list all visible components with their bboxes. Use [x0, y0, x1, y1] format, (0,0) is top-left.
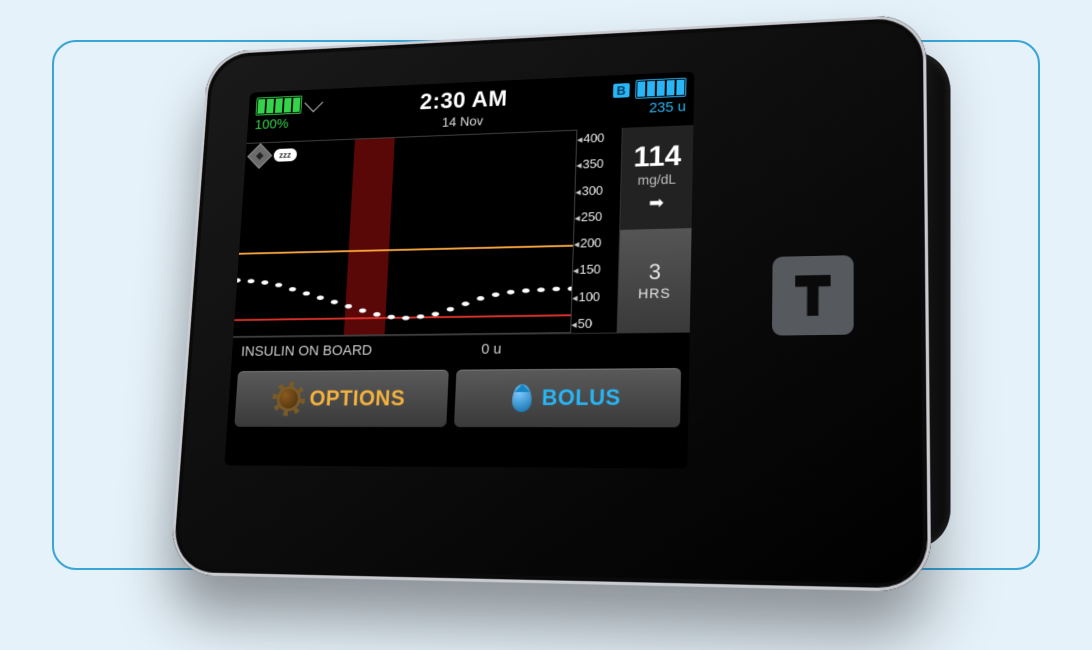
drop-icon — [512, 384, 533, 412]
battery-bars-icon — [255, 96, 302, 116]
cgm-chart-row: zzz 40035030025020015010050 114 mg/dL ➡ — [233, 125, 693, 337]
insulin-on-board-row: INSULIN ON BOARD 0 u — [231, 332, 690, 366]
bolus-button[interactable]: BOLUS — [454, 368, 681, 427]
glucose-unit: mg/dL — [637, 171, 676, 188]
glucose-reading[interactable]: 114 mg/dL ➡ — [620, 125, 693, 228]
reservoir-units: 235 u — [649, 99, 686, 117]
gear-icon — [276, 386, 301, 411]
cgm-chart[interactable]: zzz — [233, 130, 577, 337]
device-body: 100% 2:30 AM 14 Nov B 235 u — [170, 14, 932, 592]
timeframe-value: 3 — [648, 259, 661, 285]
timeframe-unit: HRS — [638, 285, 671, 301]
trend-arrow-icon: ➡ — [649, 192, 664, 213]
options-label: OPTIONS — [309, 386, 406, 412]
clock-time: 2:30 AM — [419, 86, 508, 116]
battery-indicator: 100% — [254, 95, 321, 133]
glucose-value: 114 — [633, 140, 681, 174]
battery-percent: 100% — [254, 116, 289, 133]
signal-icon — [304, 93, 323, 112]
glucose-panel: 114 mg/dL ➡ 3 HRS — [617, 125, 694, 332]
sleep-icon: zzz — [273, 148, 296, 162]
device-frame: 100% 2:30 AM 14 Nov B 235 u — [160, 20, 920, 580]
insulin-reservoir: B 235 u — [612, 78, 686, 118]
reservoir-bars-icon — [635, 78, 686, 99]
options-button[interactable]: OPTIONS — [234, 370, 449, 427]
timeframe-button[interactable]: 3 HRS — [618, 227, 692, 333]
y-axis-labels: 40035030025020015010050 — [571, 128, 622, 333]
basal-badge: B — [613, 83, 630, 98]
device-screen: 100% 2:30 AM 14 Nov B 235 u — [224, 72, 694, 469]
brand-logo-icon — [772, 255, 854, 336]
iob-label: INSULIN ON BOARD — [241, 342, 373, 360]
bolus-label: BOLUS — [541, 385, 621, 411]
button-row: OPTIONS BOLUS — [226, 362, 689, 438]
iob-value: 0 u — [481, 341, 502, 358]
clock: 2:30 AM 14 Nov — [418, 86, 508, 131]
activity-icons: zzz — [250, 145, 297, 165]
